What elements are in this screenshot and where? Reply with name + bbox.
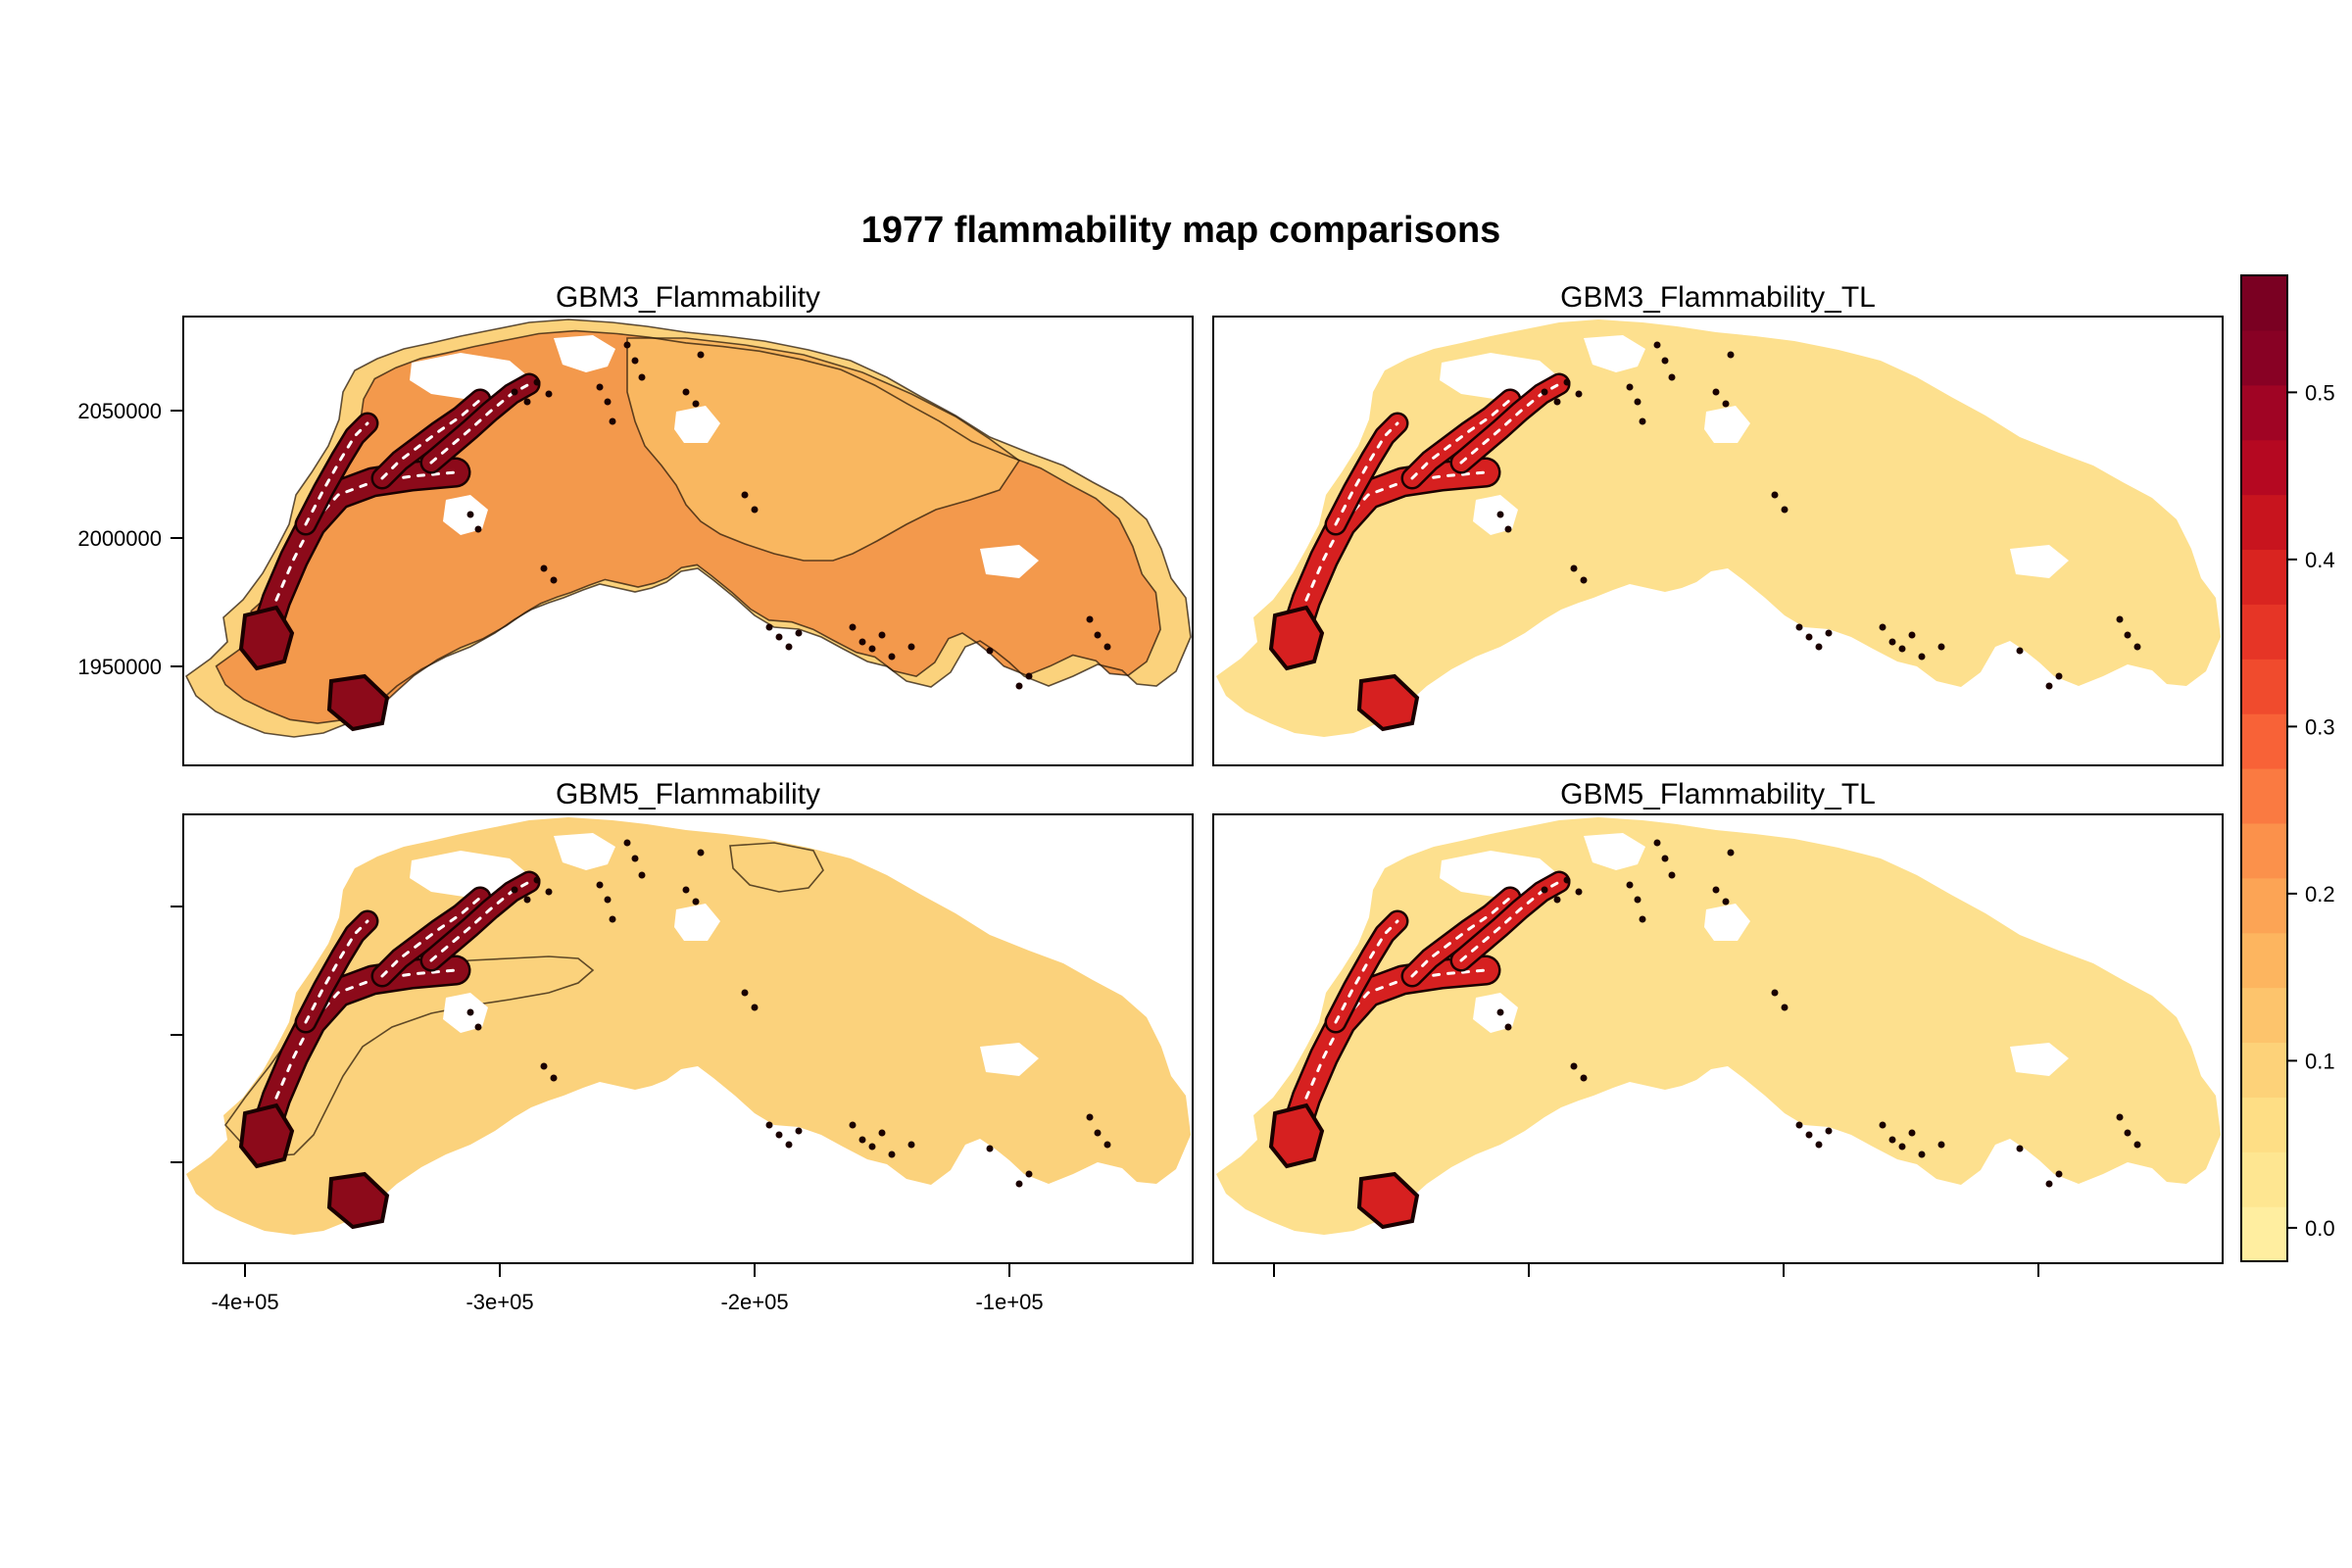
colorbar-swatch [2241, 604, 2287, 660]
colorbar-swatch [2241, 659, 2287, 714]
panel-title-gbm3-tl: GBM3_Flammability_TL [1560, 281, 1876, 314]
colorbar-swatch [2241, 329, 2287, 386]
colorbar-swatch [2241, 932, 2287, 989]
panel-frame-gbm3-tl [1212, 316, 2224, 766]
y-tick-label: 2050000 [77, 399, 162, 423]
panel-frame-gbm5-tl [1212, 813, 2224, 1264]
panel-frame-gbm3 [182, 316, 1194, 766]
colorbar-swatch [2241, 1097, 2287, 1152]
colorbar-tick-label: 0.5 [2305, 380, 2335, 405]
colorbar-swatch [2241, 987, 2287, 1044]
x-axis-bottom: -4e+05 -3e+05 -2e+05 -1e+05 [211, 1263, 2039, 1314]
panel-title-gbm3: GBM3_Flammability [556, 281, 820, 314]
colorbar-swatch [2241, 713, 2287, 769]
colorbar-swatch [2241, 822, 2287, 879]
colorbar-tick-label: 0.1 [2305, 1049, 2335, 1073]
panel-title-gbm5-tl: GBM5_Flammability_TL [1560, 778, 1876, 810]
x-tick-label: -2e+05 [720, 1290, 788, 1314]
colorbar-swatch [2241, 1206, 2287, 1262]
colorbar-swatch [2241, 384, 2287, 441]
y-tick-label: 1950000 [77, 655, 162, 679]
x-tick-label: -3e+05 [466, 1290, 533, 1314]
colorbar-swatch [2241, 549, 2287, 605]
colorbar-swatch [2241, 494, 2287, 551]
colorbar-tick-label: 0.3 [2305, 714, 2335, 739]
colorbar-tick-label: 0.0 [2305, 1216, 2335, 1241]
colorbar-swatch [2241, 768, 2287, 824]
colorbar-swatch [2241, 439, 2287, 496]
panel-title-gbm5: GBM5_Flammability [556, 778, 820, 810]
panel-frame-gbm5 [182, 813, 1194, 1264]
colorbar-swatch [2241, 1042, 2287, 1098]
colorbar-swatch [2241, 877, 2287, 934]
colorbar-tick-label: 0.4 [2305, 548, 2335, 572]
x-tick-label: -4e+05 [211, 1290, 278, 1314]
map-gbm5-flammability-tl [1216, 817, 2221, 1235]
map-gbm3-flammability-tl [1216, 319, 2221, 737]
y-tick-label: 2000000 [77, 526, 162, 551]
colorbar-tick-label: 0.2 [2305, 882, 2335, 906]
colorbar-swatch [2241, 275, 2287, 331]
y-axis-left: 2050000 2000000 1950000 [77, 399, 183, 1163]
colorbar-frame [2240, 274, 2288, 1262]
colorbar-swatch [2241, 1152, 2287, 1207]
x-tick-label: -1e+05 [975, 1290, 1043, 1314]
figure-title: 1977 flammability map comparisons [861, 210, 1501, 251]
map-gbm5-flammability [186, 817, 1191, 1235]
colorbar-legend: 0.0 0.1 0.2 0.3 0.4 0.5 [2240, 274, 2335, 1262]
map-gbm3-flammability [184, 318, 1192, 738]
